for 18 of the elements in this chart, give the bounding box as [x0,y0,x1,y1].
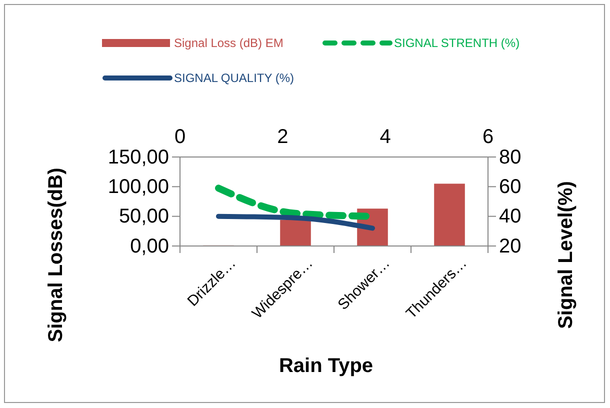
x-axis-title: Rain Type [278,355,374,377]
y2-axis-title: Signal Level(%) [555,181,577,329]
text: Signal Loss (dB) EM [174,36,284,50]
y-tick-label: 50,00 [118,206,169,228]
y-tick-label: 0,00 [130,235,169,258]
y-tick-label: 150,00 [108,146,169,168]
y-tick-label: 100,00 [108,176,169,198]
x2-tick-label: 0 [174,126,186,148]
y2-tick-label: 80 [499,146,522,168]
text: SIGNAL QUALITY (%) [174,71,294,85]
y2-tick-label: 40 [499,206,522,228]
y2-tick-label: 20 [499,235,522,258]
x2-tick-label: 2 [277,126,288,148]
text: SIGNAL STRENTH (%) [394,36,520,50]
x2-tick-label: 4 [380,126,391,148]
x2-tick-label: 6 [482,126,494,148]
y2-tick-label: 60 [499,176,522,198]
y-axis-title: Signal Losses(dB) [45,168,67,342]
